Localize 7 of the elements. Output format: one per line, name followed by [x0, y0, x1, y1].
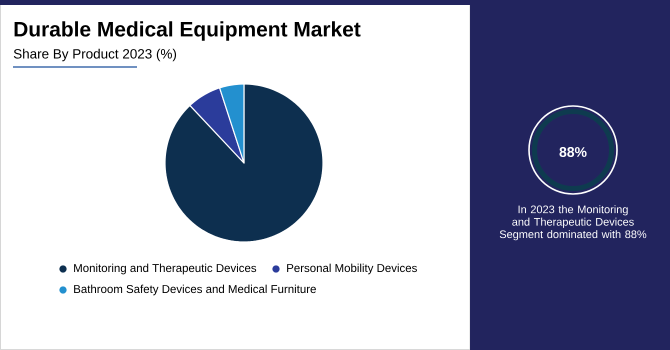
legend-label: Monitoring and Therapeutic Devices: [74, 264, 256, 274]
legend-label: Bathroom Safety Devices and Medical Furniture: [74, 284, 316, 296]
text: In 2023 the Monitoring and Therapeutic Devices Segment dominated with 88%: [500, 205, 646, 240]
legend-label: Personal Mobility Devices: [287, 264, 417, 274]
chart-title: Durable Medical Equipment Market: [14, 21, 361, 41]
chart-subtitle: Share By Product 2023 (%): [14, 48, 176, 62]
text: 88%: [559, 147, 587, 157]
